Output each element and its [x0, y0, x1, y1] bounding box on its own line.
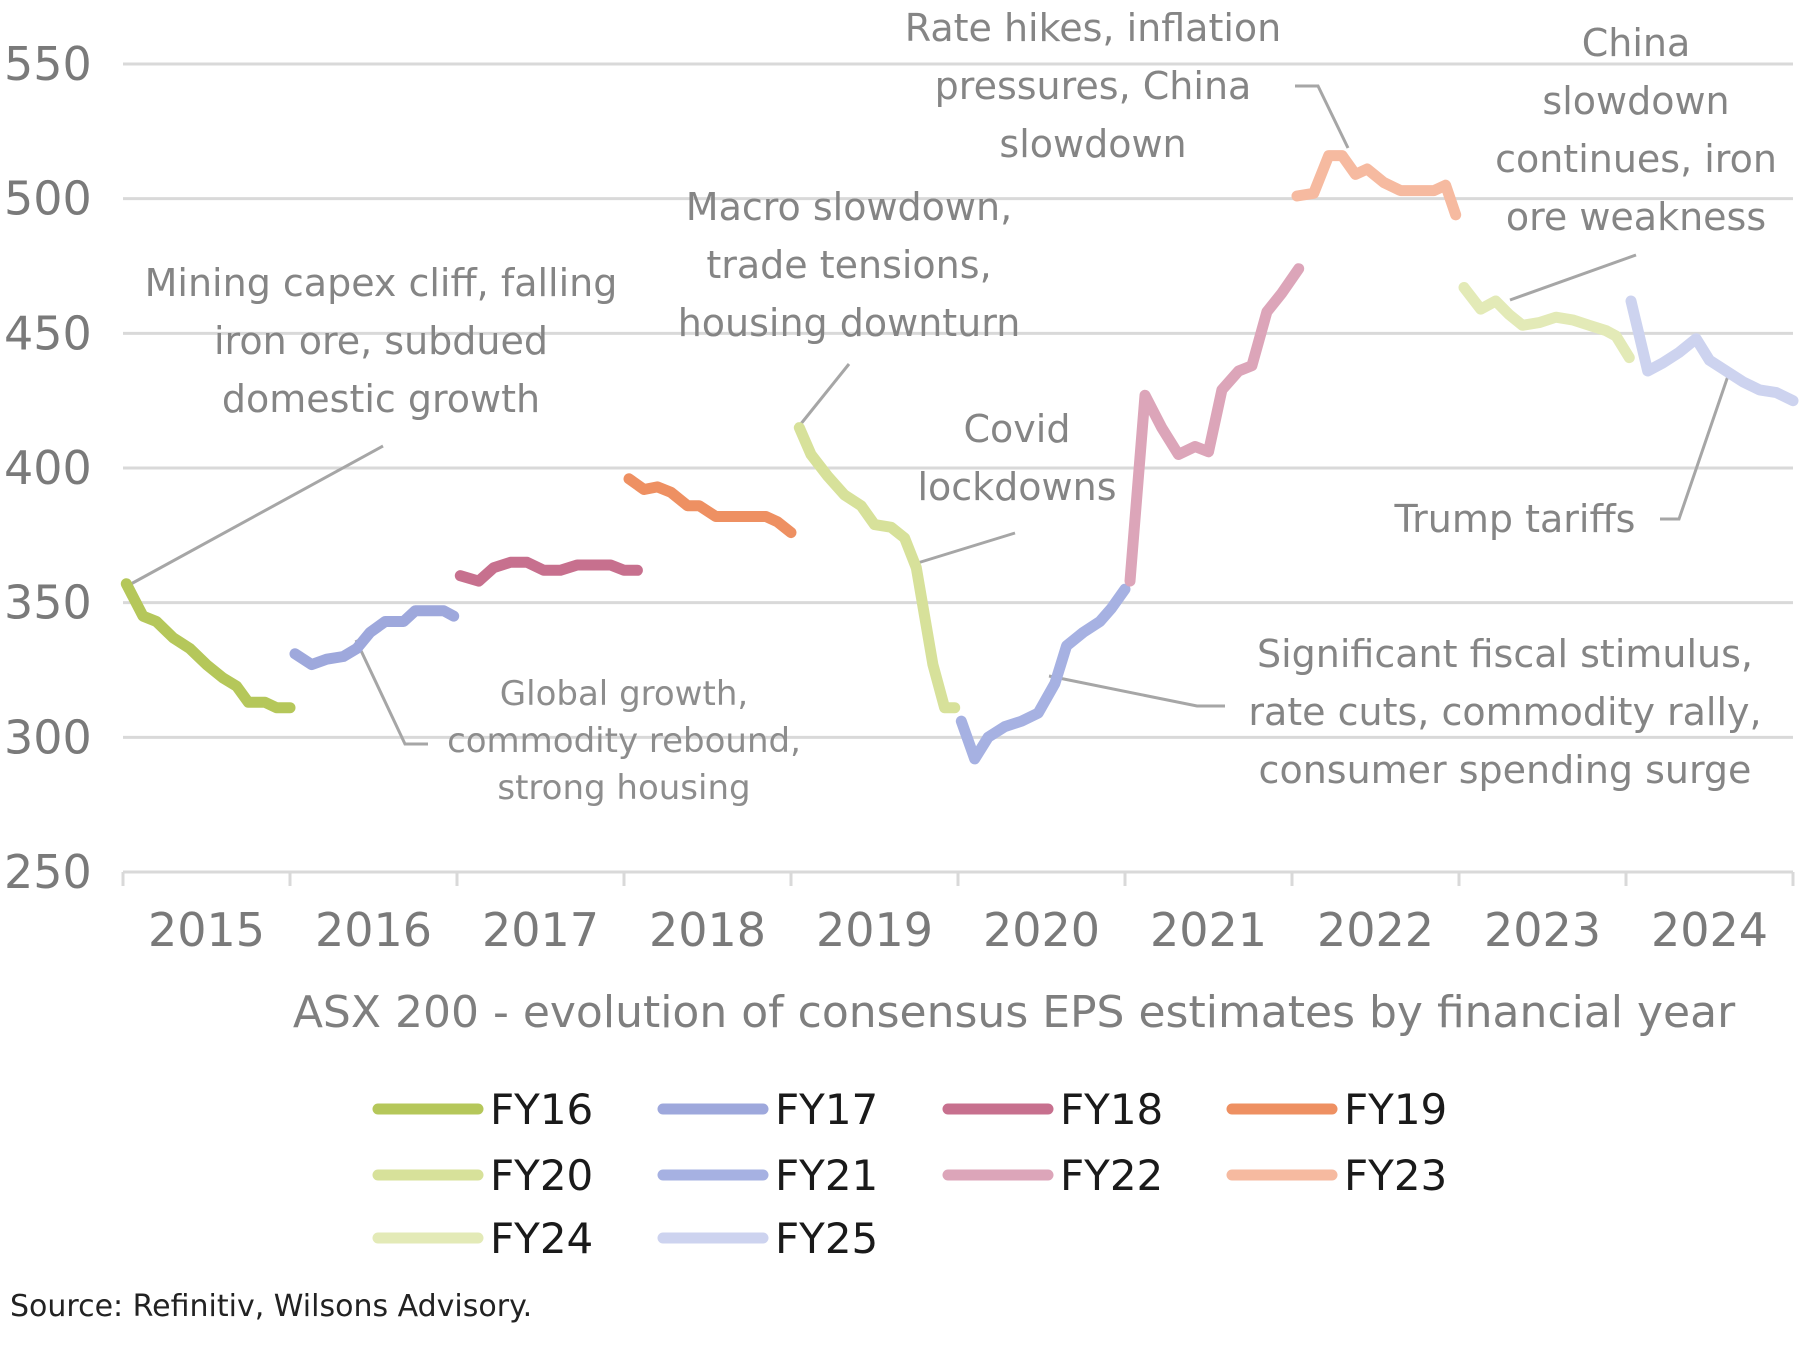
- annotation-line: housing downturn: [678, 301, 1021, 345]
- annotation-leader: [1295, 84, 1350, 149]
- annotation-line: slowdown: [999, 122, 1186, 166]
- legend-label: FY20: [490, 1151, 593, 1200]
- x-tick-label: 2023: [1484, 903, 1601, 957]
- legend-item-fy23: FY23: [1226, 1151, 1447, 1200]
- x-tick-label: 2022: [1317, 903, 1434, 957]
- annotation-line: domestic growth: [222, 377, 540, 421]
- annotation-6: Significant fiscal stimulus, rate cuts, c…: [1248, 632, 1761, 792]
- legend: FY16 FY17 FY18 FY19 FY20 FY21 FY22 FY23 FY24 FY25: [372, 1085, 1447, 1263]
- annotation-line: continues, iron: [1495, 137, 1777, 181]
- series-line-fy17: [289, 605, 460, 671]
- legend-item-fy18: FY18: [942, 1085, 1163, 1134]
- x-tick-label: 2024: [1651, 903, 1768, 957]
- series-line-fy16: [120, 578, 296, 714]
- legend-label: FY19: [1344, 1085, 1447, 1134]
- chart-title: ASX 200 - evolution of consensus EPS est…: [293, 987, 1736, 1038]
- annotation-line: Global growth,: [500, 674, 748, 714]
- annotation-leader: [1048, 674, 1225, 708]
- legend-item-fy21: FY21: [657, 1151, 878, 1200]
- y-axis: 250 300 350 400 450 500 550: [4, 37, 92, 899]
- y-tick-label: 300: [4, 710, 92, 764]
- x-tick-label: 2019: [816, 903, 933, 957]
- legend-item-fy17: FY17: [657, 1085, 878, 1134]
- legend-item-fy16: FY16: [372, 1085, 593, 1134]
- annotation-line: China: [1582, 21, 1691, 65]
- y-tick-label: 450: [4, 306, 92, 360]
- annotation-line: slowdown: [1542, 79, 1729, 123]
- series-line-fy20: [793, 422, 961, 714]
- annotation-leaders: [128, 84, 1732, 746]
- annotation-leader: [128, 444, 384, 587]
- annotation-line: Rate hikes, inflation: [905, 6, 1282, 50]
- y-tick-label: 350: [4, 576, 92, 630]
- annotation-leader: [354, 639, 428, 746]
- annotation-1: Mining capex cliff, falling iron ore, sub…: [145, 261, 618, 421]
- annotation-line: ore weakness: [1506, 195, 1766, 239]
- annotation-2: Global growth, commodity rebound, strong h…: [447, 674, 801, 808]
- annotation-line: lockdowns: [917, 465, 1116, 509]
- annotation-3: Macro slowdown, trade tensions, housing do…: [678, 185, 1021, 345]
- legend-label: FY18: [1060, 1085, 1163, 1134]
- legend-item-fy19: FY19: [1226, 1085, 1447, 1134]
- legend-label: FY17: [775, 1085, 878, 1134]
- legend-item-fy24: FY24: [372, 1214, 593, 1263]
- legend-item-fy25: FY25: [657, 1214, 878, 1263]
- annotation-5: Rate hikes, inflation pressures, China slo…: [905, 6, 1282, 166]
- annotation-leader: [1509, 253, 1637, 302]
- annotation-line: trade tensions,: [706, 243, 991, 287]
- x-axis: 2015 2016 2017 2018 2019 2020 2021 2022 2023 2024: [121, 870, 1795, 957]
- annotation-line: iron ore, subdued: [214, 319, 548, 363]
- legend-label: FY22: [1060, 1151, 1163, 1200]
- x-tick-label: 2015: [148, 903, 265, 957]
- annotation-leader: [1660, 369, 1732, 521]
- series-line-fy19: [623, 473, 797, 539]
- annotation-line: strong housing: [497, 768, 750, 808]
- annotation-line: Covid: [964, 407, 1071, 451]
- x-tick-label: 2016: [315, 903, 432, 957]
- annotation-line: Significant fiscal stimulus,: [1257, 632, 1753, 676]
- x-tick-label: 2017: [482, 903, 599, 957]
- legend-item-fy20: FY20: [372, 1151, 593, 1200]
- annotation-line: commodity rebound,: [447, 721, 801, 761]
- annotation-leader: [798, 363, 851, 426]
- legend-label: FY21: [775, 1151, 878, 1200]
- annotation-line: Mining capex cliff, falling: [145, 261, 618, 305]
- series-line-fy23: [1291, 150, 1462, 221]
- y-tick-label: 250: [4, 845, 92, 899]
- annotation-line: Trump tariffs: [1394, 497, 1636, 541]
- series-line-fy21: [955, 583, 1131, 765]
- annotation-line: consumer spending surge: [1259, 748, 1752, 792]
- annotation-4: Covid lockdowns: [917, 407, 1116, 509]
- legend-label: FY24: [490, 1214, 593, 1263]
- grid-lines: [123, 62, 1793, 739]
- annotation-line: rate cuts, commodity rally,: [1248, 690, 1761, 734]
- y-tick-label: 550: [4, 37, 92, 91]
- series-line-fy22: [1124, 263, 1305, 587]
- legend-label: FY25: [775, 1214, 878, 1263]
- annotation-8: Trump tariffs: [1394, 497, 1636, 541]
- annotations: Mining capex cliff, falling iron ore, sub…: [145, 6, 1777, 808]
- legend-label: FY16: [490, 1085, 593, 1134]
- annotation-line: pressures, China: [935, 64, 1252, 108]
- annotation-7: China slowdown continues, iron ore weakness: [1495, 21, 1777, 239]
- annotation-leader: [910, 531, 1016, 567]
- series-line-fy25: [1625, 295, 1799, 407]
- series-line-fy18: [454, 556, 643, 587]
- y-tick-label: 500: [4, 172, 92, 226]
- source-note: Source: Refinitiv, Wilsons Advisory.: [10, 1289, 532, 1324]
- legend-label: FY23: [1344, 1151, 1447, 1200]
- series-line-fy24: [1458, 282, 1635, 364]
- annotation-line: Macro slowdown,: [686, 185, 1012, 229]
- series-lines: [120, 150, 1799, 765]
- y-tick-label: 400: [4, 441, 92, 495]
- legend-item-fy22: FY22: [942, 1151, 1163, 1200]
- x-tick-label: 2018: [649, 903, 766, 957]
- x-tick-label: 2021: [1150, 903, 1267, 957]
- x-tick-label: 2020: [983, 903, 1100, 957]
